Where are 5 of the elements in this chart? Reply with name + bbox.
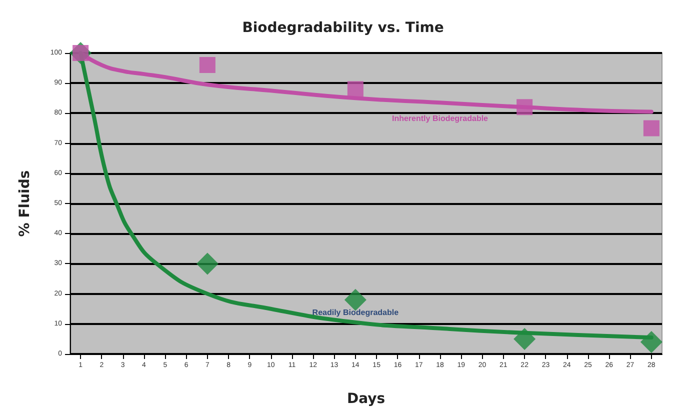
x-axis-title: Days: [346, 391, 386, 407]
series-label: Readily Biodegradable: [312, 308, 400, 317]
y-axis-title: % Fluids: [17, 170, 33, 237]
series-label: Inherently Biodegradable: [392, 114, 489, 124]
chart-title: Biodegradability vs. Time: [242, 20, 444, 36]
